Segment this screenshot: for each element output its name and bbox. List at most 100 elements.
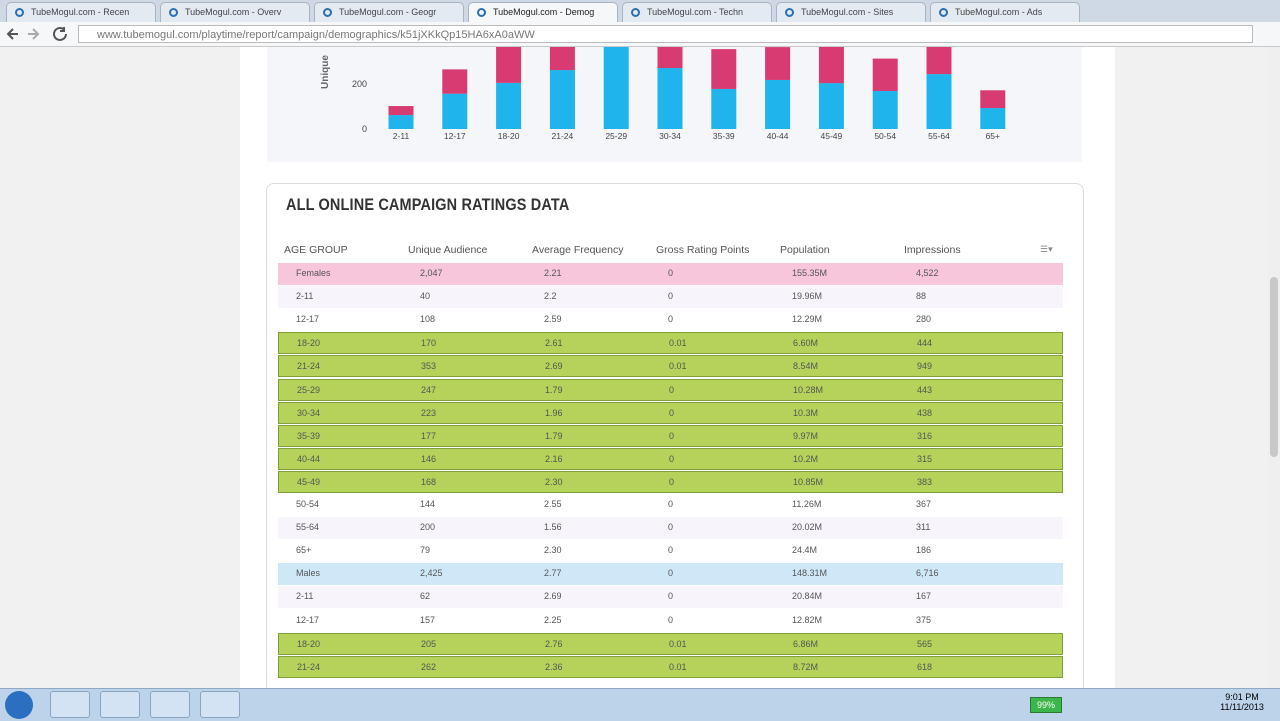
- bar-segment: [657, 17, 683, 69]
- x-tick-label: 35-39: [713, 131, 735, 141]
- table-cell: 186: [916, 545, 932, 556]
- table-cell: 30-34: [297, 407, 321, 418]
- table-cell: 0: [668, 268, 674, 278]
- table-row: 12-17 157 2.25 0 12.82M 375: [278, 609, 1063, 632]
- table-cell: 167: [916, 591, 932, 602]
- table-cell: 10.2M: [793, 453, 819, 464]
- table-cell: 40-44: [297, 453, 321, 464]
- table-cell: 10.85M: [793, 476, 824, 487]
- table-cell: 0: [669, 453, 675, 464]
- tab[interactable]: TubeMogul.com - Ads: [930, 2, 1080, 22]
- x-tick-label: 25-29: [605, 131, 627, 141]
- table-cell: 12-17: [296, 614, 320, 625]
- table-cell: 6,716: [916, 568, 939, 579]
- table-cell: 10.28M: [793, 384, 824, 395]
- taskbar-app[interactable]: [50, 691, 90, 718]
- table-cell: 8.54M: [793, 361, 819, 372]
- table-cell: 205: [421, 638, 437, 649]
- taskbar-app[interactable]: [100, 691, 140, 718]
- clock[interactable]: 9:01 PM 11/11/2013: [1212, 692, 1272, 712]
- x-tick-label: 21-24: [552, 131, 574, 141]
- table-cell: 11.26M: [792, 499, 822, 509]
- table-cell: 45-49: [297, 476, 321, 487]
- time: 9:01 PM: [1225, 692, 1259, 702]
- bar-segment: [657, 68, 683, 129]
- table-row: 18-20 205 2.76 0.01 6.86M 565: [278, 632, 1063, 655]
- start-button[interactable]: [5, 691, 33, 719]
- y-axis-label: Unique: [320, 55, 331, 89]
- table-cell: 0: [669, 476, 675, 487]
- bar-segment: [442, 69, 468, 94]
- column-menu[interactable]: ☰▾: [1040, 244, 1053, 254]
- y-tick-label: 200: [352, 79, 367, 89]
- column-header: Unique Audience: [408, 244, 488, 256]
- table-cell: 55-64: [296, 522, 320, 533]
- table-cell: 2.25: [544, 614, 562, 625]
- table-cell: 2-11: [296, 591, 314, 602]
- table-cell: 21-24: [297, 661, 321, 672]
- table-cell: 353: [421, 361, 437, 372]
- table-cell: 0: [668, 499, 674, 509]
- table-cell: 62: [420, 591, 431, 602]
- table-cell: 0: [669, 384, 675, 395]
- table-cell: 79: [420, 545, 431, 556]
- table-cell: 0: [668, 545, 674, 556]
- table-cell: 21-24: [297, 361, 321, 372]
- tab[interactable]: TubeMogul.com - Demog: [468, 2, 618, 22]
- tab[interactable]: TubeMogul.com - Sites: [776, 2, 926, 22]
- tab[interactable]: TubeMogul.com - Overv: [160, 2, 310, 22]
- table-cell: 12-17: [296, 314, 320, 325]
- tab-title: TubeMogul.com - Overv: [185, 7, 282, 17]
- address-bar[interactable]: www.tubemogul.com/playtime/report/campai…: [78, 25, 1253, 43]
- table-cell: 2.59: [544, 314, 562, 325]
- column-header: Average Frequency: [532, 244, 624, 256]
- x-tick-label: 18-20: [498, 131, 520, 141]
- tab[interactable]: TubeMogul.com - Recen: [6, 2, 156, 22]
- table-cell: 316: [917, 430, 933, 441]
- tab[interactable]: TubeMogul.com - Techn: [622, 2, 772, 22]
- bar-segment: [818, 83, 844, 129]
- taskbar-app[interactable]: [150, 691, 190, 718]
- nav-buttons[interactable]: [6, 26, 70, 42]
- table-cell: 10.3M: [793, 407, 819, 418]
- column-header: Impressions: [904, 244, 961, 256]
- battery: 99%: [1030, 697, 1062, 713]
- table-cell: 383: [917, 476, 933, 487]
- table-cell: 280: [916, 314, 932, 325]
- x-tick-label: 55-64: [928, 131, 950, 141]
- table-cell: 2.61: [545, 338, 563, 349]
- tab[interactable]: TubeMogul.com - Geogr: [314, 2, 464, 22]
- table-cell: 2.16: [545, 453, 563, 464]
- table-cell: 565: [917, 638, 933, 649]
- chart-panel: Unique 0 200 2-11 12-17 18-20 21-24 25-29 30-34 3…: [267, 0, 1082, 162]
- x-tick-label: 12-17: [444, 131, 466, 141]
- table-cell: 155.35M: [792, 268, 828, 278]
- table-cell: 443: [917, 384, 933, 395]
- scrollbar[interactable]: [1268, 47, 1280, 688]
- column-header: Gross Rating Points: [656, 244, 750, 256]
- table-cell: 40: [420, 291, 431, 302]
- table-cell: 2-11: [296, 291, 314, 302]
- table-row: 55-64 200 1.56 0 20.02M 311: [278, 517, 1063, 540]
- bar-segment: [496, 82, 522, 129]
- tab-title: TubeMogul.com - Geogr: [339, 7, 437, 17]
- tab-title: TubeMogul.com - Sites: [801, 7, 894, 17]
- table-cell: 262: [421, 661, 437, 672]
- table-cell: 0: [668, 291, 674, 302]
- table-cell: 157: [420, 614, 436, 625]
- x-tick-label: 65+: [986, 131, 1000, 141]
- table-cell: 18-20: [297, 338, 321, 349]
- tab-title: TubeMogul.com - Demog: [493, 7, 595, 17]
- table-cell: 444: [917, 338, 933, 349]
- table-cell: 148.31M: [792, 568, 828, 579]
- x-tick-label: 50-54: [874, 131, 896, 141]
- taskbar-app[interactable]: [200, 691, 240, 718]
- bar-segment: [549, 0, 575, 71]
- table-cell: 24.4M: [792, 545, 818, 556]
- table-cell: 8.72M: [793, 661, 819, 672]
- table-cell: 144: [420, 499, 436, 509]
- table-cell: 35-39: [297, 430, 321, 441]
- bar-segment: [980, 90, 1006, 109]
- table-row: Females 2,047 2.21 0 155.35M 4,522: [278, 263, 1063, 285]
